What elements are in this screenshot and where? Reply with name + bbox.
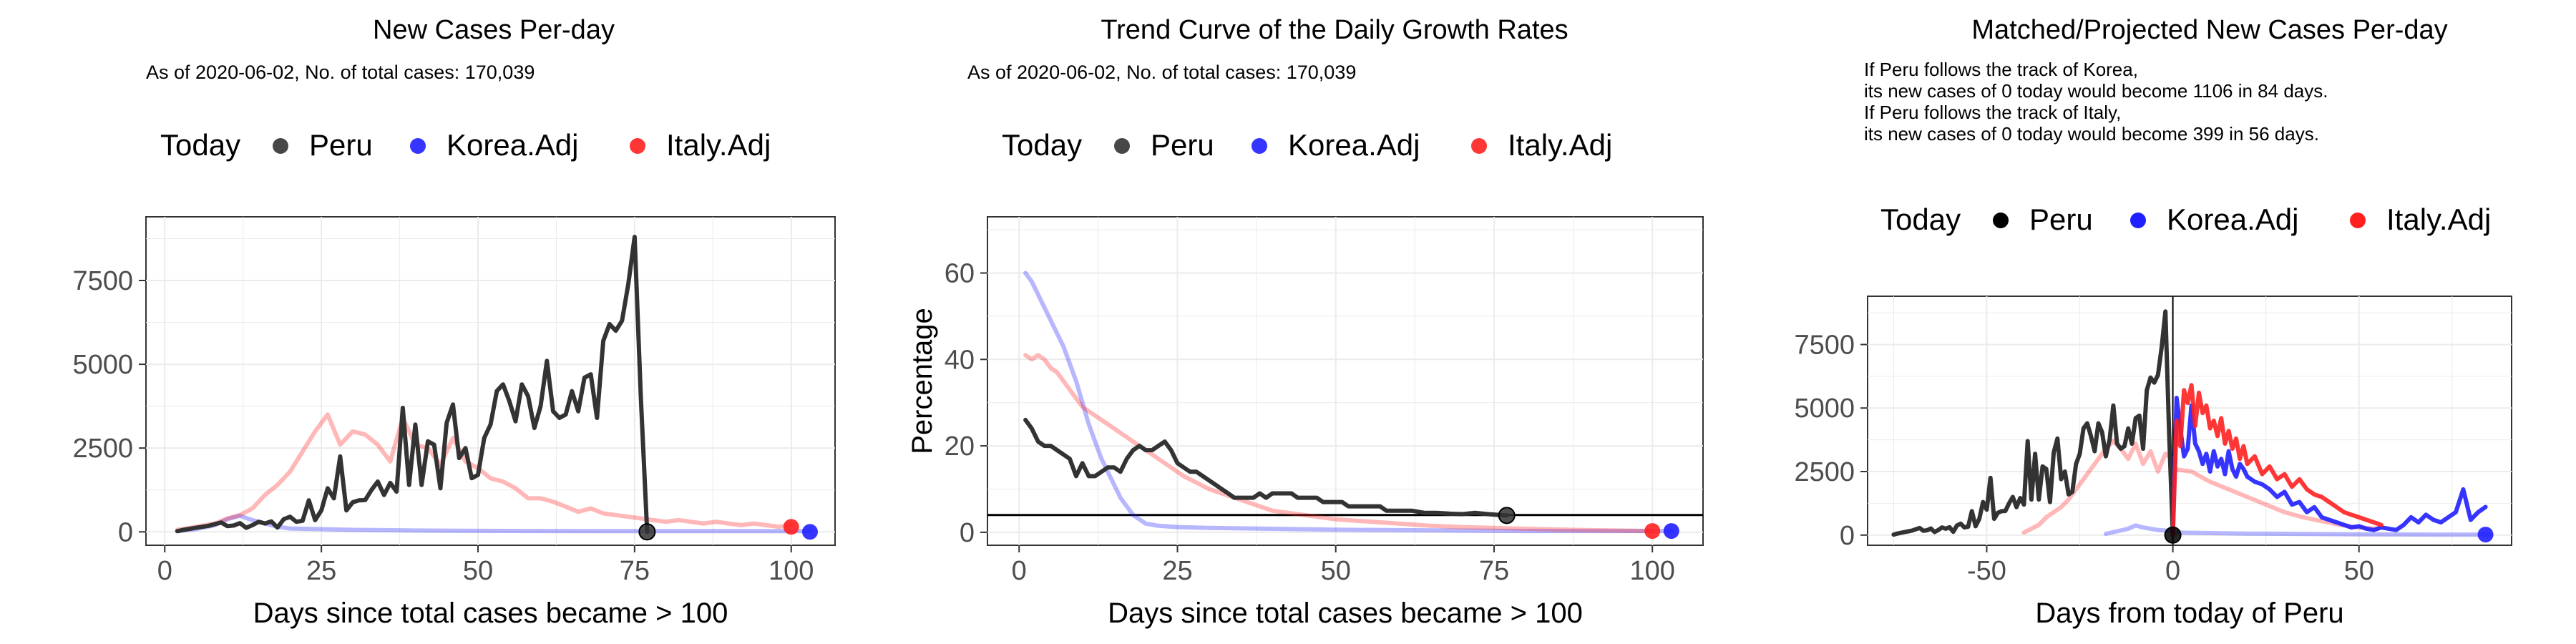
grid xyxy=(146,217,835,545)
plot-panel xyxy=(145,216,836,546)
x-tick-label: -50 xyxy=(1967,556,2006,586)
x-axis-title: Days since total cases became > 100 xyxy=(1108,597,1583,629)
series-line-korea-adj-faint-tail- xyxy=(2170,530,2492,537)
annotation-line: its new cases of 0 today would become 39… xyxy=(1864,123,2319,145)
chart-subtitle: As of 2020-06-02, No. of total cases: 17… xyxy=(146,62,535,83)
y-tick-label: 5000 xyxy=(1794,394,1855,424)
legend-key-italy xyxy=(630,138,645,154)
series-line-peru xyxy=(1891,309,2175,537)
x-tick-label: 0 xyxy=(2165,556,2180,586)
legend-label: Korea.Adj xyxy=(2167,203,2298,236)
series-group xyxy=(1023,270,1674,534)
endpoint-korea xyxy=(2477,527,2494,543)
chart-title: Trend Curve of the Daily Growth Rates xyxy=(1101,15,1568,45)
chart-title: Matched/Projected New Cases Per-day xyxy=(1971,15,2447,45)
y-tick-label: 0 xyxy=(118,517,133,547)
annotation-line: If Peru follows the track of Korea, xyxy=(1864,59,2138,80)
x-axis-title: Days from today of Peru xyxy=(2035,597,2343,629)
legend-key-peru xyxy=(273,138,288,154)
endpoint-peru xyxy=(638,523,656,541)
x-tick-label: 100 xyxy=(769,556,814,586)
y-tick-label: 40 xyxy=(945,345,975,375)
y-axis-title: Percentage xyxy=(907,308,938,454)
chart-2: Trend Curve of the Daily Growth Rates As … xyxy=(907,15,1704,629)
x-tick-label: 100 xyxy=(1630,556,1675,586)
y-tick-label: 0 xyxy=(960,518,975,548)
y-tick-label: 0 xyxy=(1840,521,1855,551)
x-tick-label: 50 xyxy=(463,556,493,586)
endpoint-peru xyxy=(1498,507,1516,525)
legend-key-peru xyxy=(1114,138,1130,154)
legend: Today Peru Korea.Adj Italy.Adj xyxy=(160,128,771,162)
legend: Today Peru Korea.Adj Italy.Adj xyxy=(1880,203,2491,236)
legend-label: Peru xyxy=(1151,128,1214,162)
endpoint-italy xyxy=(783,519,799,535)
chart-subtitle: As of 2020-06-02, No. of total cases: 17… xyxy=(967,62,1356,83)
x-tick-label: 0 xyxy=(1012,556,1027,586)
legend-title: Today xyxy=(160,128,240,162)
legend-key-peru xyxy=(1993,213,2009,228)
series-line-peru xyxy=(175,235,650,535)
legend-label: Peru xyxy=(309,128,373,162)
x-tick-label: 50 xyxy=(1321,556,1351,586)
legend: Today Peru Korea.Adj Italy.Adj xyxy=(1002,128,1612,162)
legend-title: Today xyxy=(1002,128,1082,162)
x-tick-label: 25 xyxy=(306,556,336,586)
y-tick-label: 7500 xyxy=(1794,330,1855,360)
legend-key-korea xyxy=(410,138,426,154)
series-line-italy-adj-matched- xyxy=(2021,439,2175,535)
y-tick-label: 60 xyxy=(945,259,975,289)
endpoint-korea xyxy=(801,524,818,540)
y-tick-label: 2500 xyxy=(72,434,133,464)
y-tick-label: 5000 xyxy=(72,350,133,380)
legend-label: Korea.Adj xyxy=(1288,128,1420,162)
chart-3: Matched/Projected New Cases Per-day If Pe… xyxy=(1794,15,2512,629)
series-line-korea-adj xyxy=(2170,396,2488,537)
series-line-italy-adj xyxy=(2170,383,2384,537)
x-tick-label: 0 xyxy=(157,556,172,586)
series-line-peru xyxy=(1023,417,1509,518)
series-group xyxy=(1891,309,2492,537)
series-line-korea-adj xyxy=(1023,270,1674,534)
legend-key-italy xyxy=(2350,213,2366,228)
legend-key-korea xyxy=(1252,138,1267,154)
y-tick-label: 7500 xyxy=(72,266,133,296)
chart-title: New Cases Per-day xyxy=(373,15,615,45)
legend-label: Peru xyxy=(2029,203,2093,236)
legend-key-italy xyxy=(1471,138,1487,154)
x-axis-title: Days since total cases became > 100 xyxy=(253,597,728,629)
endpoint-italy xyxy=(1644,523,1661,540)
y-tick-label: 2500 xyxy=(1794,457,1855,487)
chart-1: New Cases Per-day As of 2020-06-02, No. o… xyxy=(72,15,836,629)
series-group xyxy=(175,235,812,535)
legend-title: Today xyxy=(1880,203,1961,236)
y-tick-label: 20 xyxy=(945,431,975,462)
x-tick-label: 75 xyxy=(1479,556,1509,586)
legend-label: Korea.Adj xyxy=(447,128,578,162)
series-line-italy-adj xyxy=(175,412,794,532)
series-line-italy-adj xyxy=(1023,353,1655,534)
endpoint-korea xyxy=(1663,523,1679,540)
endpoint-peru xyxy=(2164,526,2182,544)
grid xyxy=(987,217,1703,545)
series-line-korea-adj xyxy=(175,513,812,534)
legend-label: Italy.Adj xyxy=(666,128,771,162)
annotation-line: its new cases of 0 today would become 11… xyxy=(1864,80,2328,102)
x-tick-label: 50 xyxy=(2344,556,2374,586)
annotation-line: If Peru follows the track of Italy, xyxy=(1864,102,2121,123)
x-tick-label: 75 xyxy=(620,556,650,586)
legend-key-korea xyxy=(2130,213,2146,228)
x-tick-label: 25 xyxy=(1162,556,1192,586)
plot-panel xyxy=(987,216,1704,546)
legend-label: Italy.Adj xyxy=(1508,128,1612,162)
legend-label: Italy.Adj xyxy=(2386,203,2491,236)
series-line-korea-adj-matched- xyxy=(2103,523,2175,536)
